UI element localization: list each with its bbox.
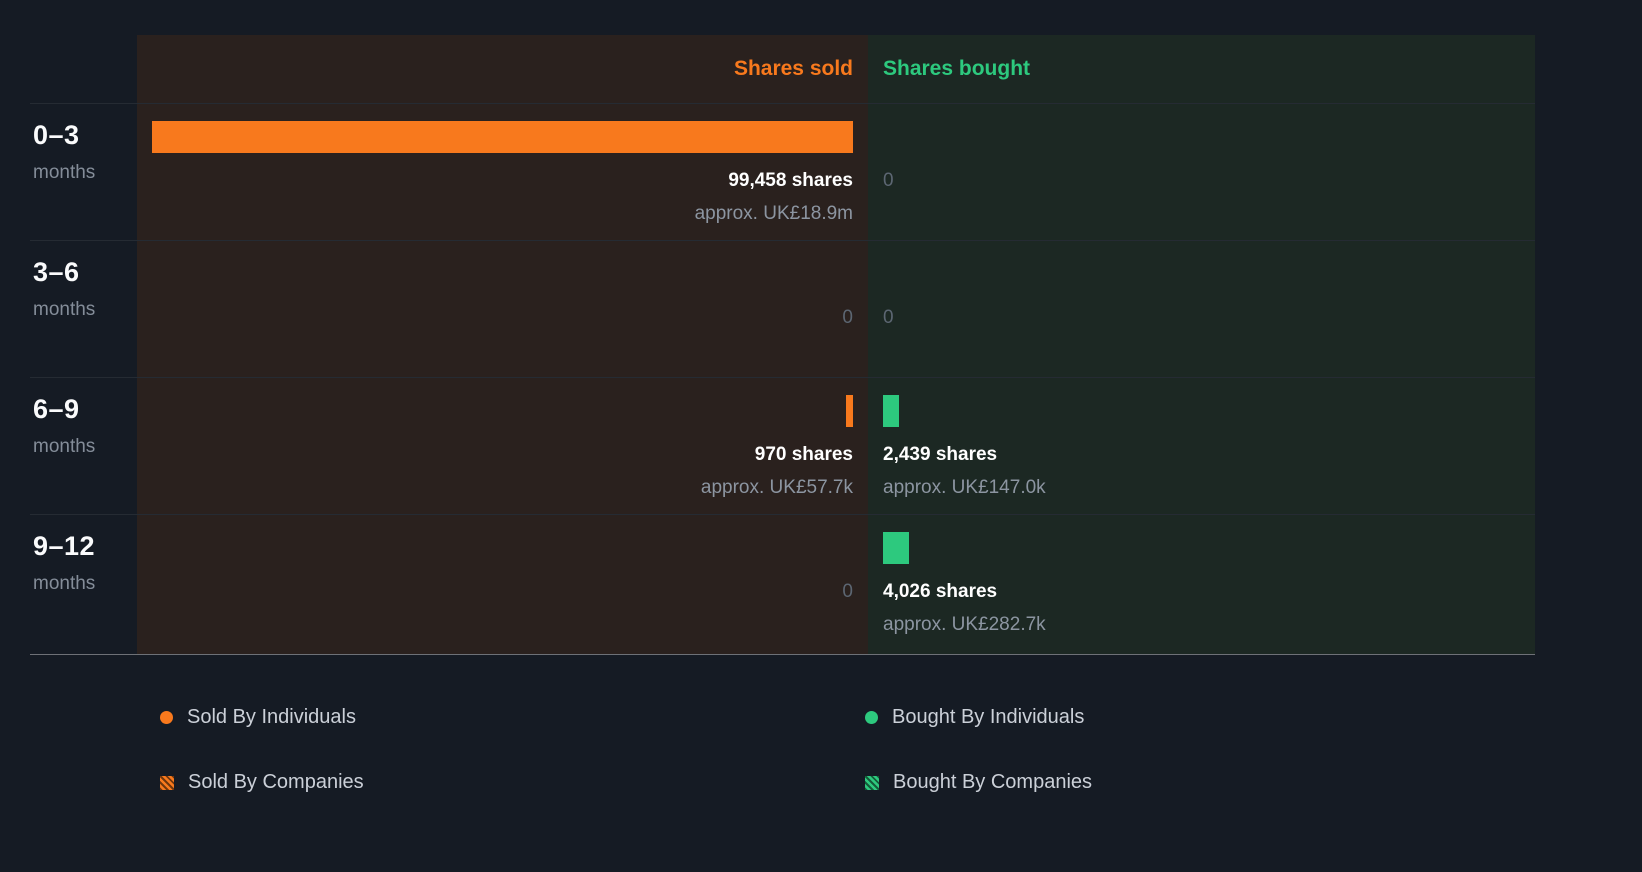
bought-shares-value: 2,439 shares [883, 444, 998, 465]
period-unit: months [33, 162, 96, 183]
period-label-0-3: 0–3 months [30, 104, 137, 240]
bought-bar-area [883, 532, 1520, 564]
sold-shares-value: 99,458 shares [728, 170, 853, 191]
sold-shares-value: 970 shares [754, 444, 853, 465]
legend-sold-by-individuals: Sold By Individuals [160, 706, 865, 729]
chart-legend: Sold By Individuals Bought By Individual… [160, 706, 1570, 794]
sold-bar-area [152, 532, 853, 564]
shares-sold-header: Shares sold [137, 35, 868, 103]
period-range: 0–3 [33, 120, 80, 150]
bought-bar [883, 395, 899, 427]
legend-label: Bought By Individuals [892, 706, 1085, 728]
sold-cell: 0 [137, 241, 868, 377]
sold-cell: 0 [137, 515, 868, 654]
trading-volume-table: Shares sold Shares bought 0–3 months 99,… [30, 35, 1535, 655]
period-range: 9–12 [33, 531, 96, 561]
bought-bar-area [883, 258, 1520, 290]
table-row: 0–3 months 99,458 shares approx. UK£18.9… [30, 103, 1535, 240]
table-header-row: Shares sold Shares bought [30, 35, 1535, 103]
table-row: 3–6 months 0 0 [30, 240, 1535, 377]
bought-companies-hatch-icon [865, 775, 879, 790]
bought-individuals-dot-icon [865, 711, 878, 724]
legend-label: Bought By Companies [893, 771, 1093, 793]
bought-cell: 2,439 shares approx. UK£147.0k [868, 378, 1535, 514]
period-unit: months [33, 299, 96, 320]
sold-shares-value: 0 [842, 581, 853, 602]
bought-bar-area [883, 395, 1520, 427]
legend-label: Sold By Individuals [187, 706, 356, 728]
bought-cell: 0 [868, 241, 1535, 377]
legend-label: Sold By Companies [188, 771, 364, 793]
period-unit: months [33, 573, 96, 594]
bought-cell: 4,026 shares approx. UK£282.7k [868, 515, 1535, 654]
period-label-9-12: 9–12 months [30, 515, 137, 654]
sold-bar-area [152, 121, 853, 153]
header-spacer [30, 35, 137, 103]
bought-approx-value: approx. UK£282.7k [883, 614, 1046, 635]
sold-bar-area [152, 395, 853, 427]
bought-bar [883, 532, 909, 564]
period-label-3-6: 3–6 months [30, 241, 137, 377]
sold-bar-area [152, 258, 853, 290]
period-range: 3–6 [33, 257, 80, 287]
period-label-6-9: 6–9 months [30, 378, 137, 514]
table-row: 9–12 months 0 4,026 shares approx. UK£28… [30, 514, 1535, 654]
sold-companies-hatch-icon [160, 775, 174, 790]
legend-bought-by-companies: Bought By Companies [865, 771, 1570, 794]
table-row: 6–9 months 970 shares approx. UK£57.7k 2… [30, 377, 1535, 514]
bought-approx-value: approx. UK£147.0k [883, 477, 1046, 498]
sold-cell: 970 shares approx. UK£57.7k [137, 378, 868, 514]
period-unit: months [33, 436, 96, 457]
bought-shares-value: 0 [883, 307, 894, 328]
sold-approx-value: approx. UK£18.9m [694, 203, 853, 224]
legend-bought-by-individuals: Bought By Individuals [865, 706, 1570, 729]
bought-cell: 0 [868, 104, 1535, 240]
sold-shares-value: 0 [842, 307, 853, 328]
bought-shares-value: 4,026 shares [883, 581, 998, 602]
sold-bar [152, 121, 853, 153]
sold-individuals-dot-icon [160, 711, 173, 724]
sold-bar [846, 395, 853, 427]
legend-sold-by-companies: Sold By Companies [160, 771, 865, 794]
bought-bar-area [883, 121, 1520, 153]
shares-bought-header: Shares bought [868, 35, 1535, 103]
sold-approx-value: approx. UK£57.7k [700, 477, 853, 498]
sold-cell: 99,458 shares approx. UK£18.9m [137, 104, 868, 240]
period-range: 6–9 [33, 394, 80, 424]
bought-shares-value: 0 [883, 170, 894, 191]
